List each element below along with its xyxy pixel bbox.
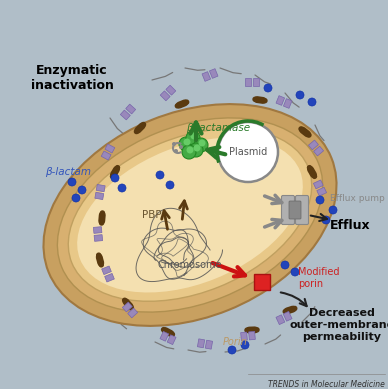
Polygon shape <box>95 192 104 200</box>
Ellipse shape <box>43 104 336 326</box>
Polygon shape <box>105 273 114 282</box>
Circle shape <box>228 346 236 354</box>
Text: Efflux: Efflux <box>330 219 370 231</box>
Circle shape <box>194 138 208 152</box>
Text: Efflux pump: Efflux pump <box>330 193 385 203</box>
Circle shape <box>329 206 337 214</box>
Polygon shape <box>283 312 292 321</box>
Circle shape <box>118 184 126 192</box>
Polygon shape <box>122 302 132 312</box>
Circle shape <box>316 196 324 204</box>
Text: TRENDS in Molecular Medicine: TRENDS in Molecular Medicine <box>268 380 385 389</box>
Polygon shape <box>210 69 218 78</box>
Polygon shape <box>202 72 211 81</box>
Circle shape <box>179 137 193 151</box>
Polygon shape <box>314 180 323 189</box>
Circle shape <box>191 133 197 140</box>
Circle shape <box>291 268 299 276</box>
Polygon shape <box>94 227 102 233</box>
Circle shape <box>264 84 272 92</box>
Circle shape <box>186 131 200 145</box>
Circle shape <box>156 171 164 179</box>
Polygon shape <box>253 78 259 86</box>
Polygon shape <box>166 85 176 95</box>
Circle shape <box>189 143 203 157</box>
Polygon shape <box>105 144 115 153</box>
Circle shape <box>166 181 174 189</box>
Text: Chromosome: Chromosome <box>158 260 222 270</box>
Polygon shape <box>276 315 285 324</box>
FancyBboxPatch shape <box>282 196 294 224</box>
Polygon shape <box>160 91 170 101</box>
Circle shape <box>281 261 289 269</box>
Polygon shape <box>317 187 327 196</box>
Polygon shape <box>283 99 292 108</box>
Polygon shape <box>197 339 205 348</box>
Polygon shape <box>126 104 136 114</box>
Text: PBP: PBP <box>142 210 162 220</box>
Polygon shape <box>101 151 111 160</box>
Text: Decreased
outer-membrane
permeability: Decreased outer-membrane permeability <box>289 308 388 342</box>
Polygon shape <box>102 266 111 275</box>
Polygon shape <box>276 96 284 105</box>
Circle shape <box>78 186 86 194</box>
Circle shape <box>182 145 196 159</box>
Polygon shape <box>249 331 255 340</box>
Ellipse shape <box>68 129 312 301</box>
Polygon shape <box>314 146 324 156</box>
Circle shape <box>218 122 278 182</box>
FancyBboxPatch shape <box>296 196 308 224</box>
FancyBboxPatch shape <box>289 201 301 219</box>
Circle shape <box>194 144 201 151</box>
Circle shape <box>68 178 76 186</box>
Polygon shape <box>120 110 130 120</box>
Text: Porin: Porin <box>223 337 248 347</box>
Text: Enzymatic
inactivation: Enzymatic inactivation <box>31 64 113 92</box>
Text: β-lactam: β-lactam <box>45 167 91 177</box>
Polygon shape <box>167 335 176 345</box>
Polygon shape <box>245 78 251 86</box>
Polygon shape <box>241 332 248 341</box>
Polygon shape <box>205 340 213 349</box>
Circle shape <box>72 194 80 202</box>
Polygon shape <box>308 140 319 150</box>
Circle shape <box>322 216 330 224</box>
Circle shape <box>199 140 206 147</box>
Circle shape <box>172 142 176 146</box>
Circle shape <box>111 174 119 182</box>
Circle shape <box>179 145 183 149</box>
Text: β-lactamase: β-lactamase <box>186 123 250 133</box>
Circle shape <box>308 98 316 106</box>
Circle shape <box>184 138 191 145</box>
Polygon shape <box>94 235 102 241</box>
Polygon shape <box>128 308 138 318</box>
Circle shape <box>187 147 194 154</box>
Ellipse shape <box>57 118 323 312</box>
Circle shape <box>174 149 178 153</box>
Circle shape <box>241 341 249 349</box>
Text: Plasmid: Plasmid <box>229 147 267 157</box>
Text: Modified
porin: Modified porin <box>298 267 340 289</box>
Polygon shape <box>96 184 105 192</box>
Polygon shape <box>160 331 169 341</box>
Bar <box>254 274 270 290</box>
Ellipse shape <box>77 138 303 293</box>
Circle shape <box>296 91 304 99</box>
